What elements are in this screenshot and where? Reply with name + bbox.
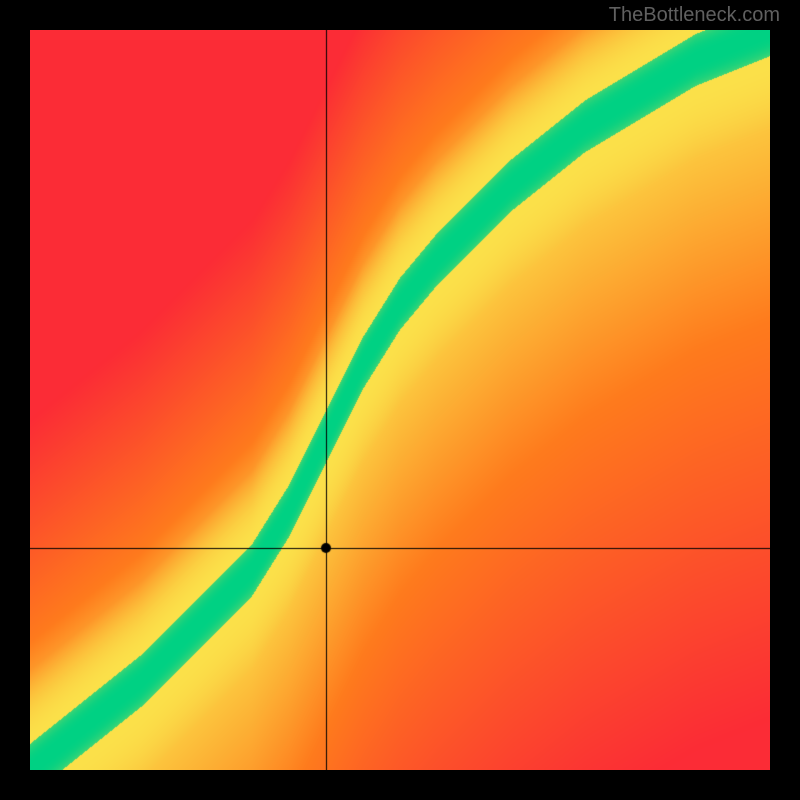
heatmap-plot xyxy=(30,30,770,770)
heatmap-canvas xyxy=(30,30,770,770)
watermark-text: TheBottleneck.com xyxy=(609,4,780,27)
